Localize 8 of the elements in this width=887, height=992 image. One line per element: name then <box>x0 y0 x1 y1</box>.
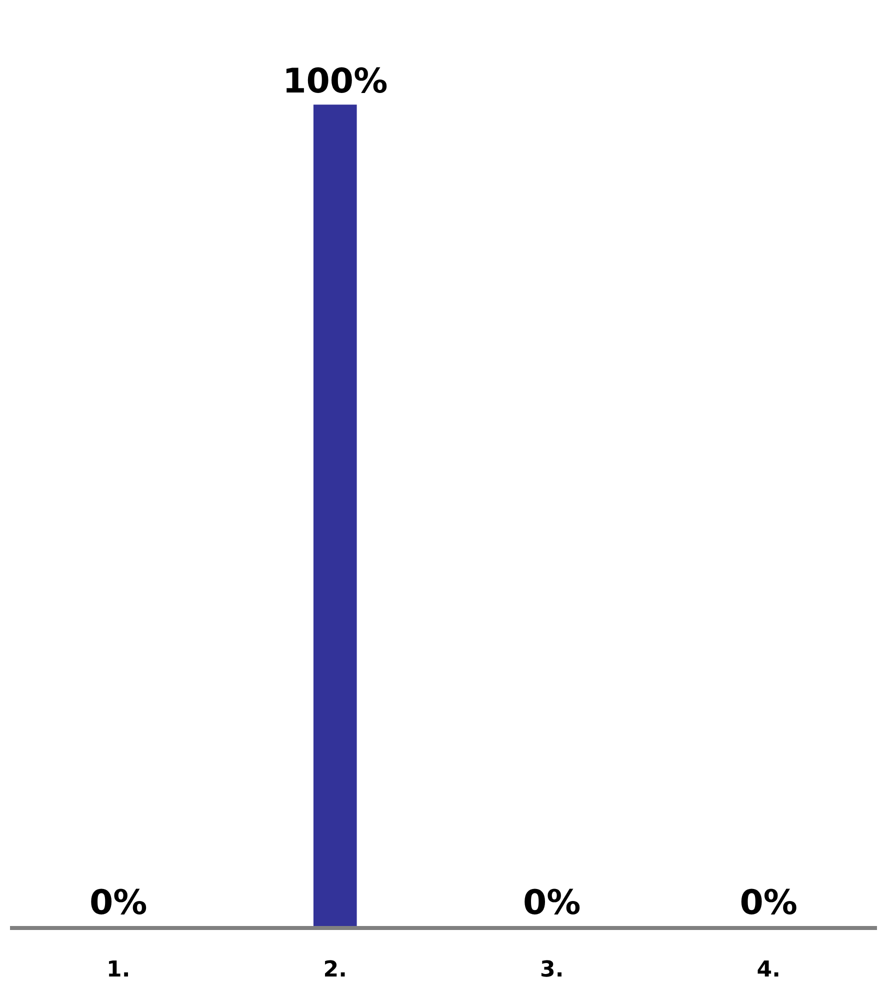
data-label: 0% <box>90 883 148 923</box>
x-tick-label: 1. <box>106 957 130 982</box>
x-tick-label: 2. <box>323 957 347 982</box>
x-tick-label: 4. <box>756 957 780 982</box>
data-label: 100% <box>282 62 388 102</box>
data-label: 0% <box>523 883 581 923</box>
x-tick-label: 3. <box>540 957 564 982</box>
data-label: 0% <box>740 883 798 923</box>
